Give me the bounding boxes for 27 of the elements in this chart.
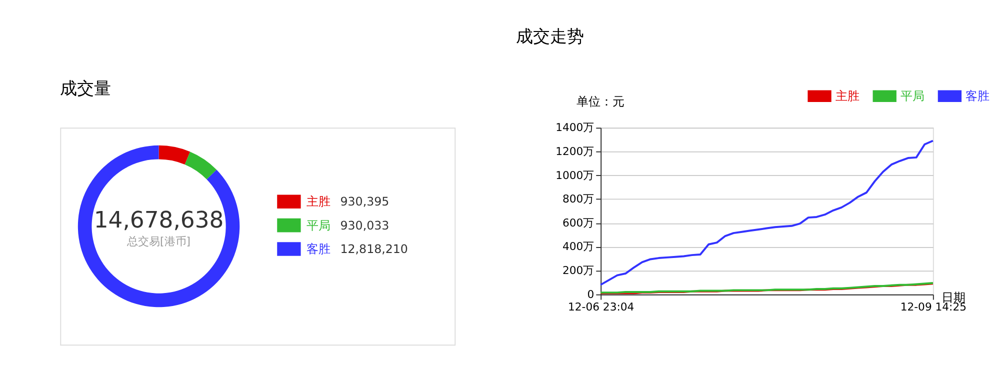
legend-label: 平局 [306,218,331,232]
y-tick-label: 200万 [562,264,594,277]
text: 总交易[港币] [126,235,191,248]
y-tick-label: 0 [587,288,594,301]
data-label: 930,033 [340,218,390,232]
data-label: 12,818,210 [340,242,408,256]
y-tick-label: 1200万 [556,144,594,158]
y-axis-title: 单位：元 [576,94,624,108]
data-label: 930,395 [340,194,390,209]
donut-slice [78,145,240,308]
legend-label: 平局 [900,89,924,104]
y-tick-label: 800万 [562,192,594,206]
y-tick-label: 1000万 [556,168,594,182]
legend-label: 主胜 [835,89,860,104]
x-tick-label: 12-06 23:04 [568,300,634,314]
donut-slice [184,152,217,180]
y-tick-label: 400万 [562,240,594,254]
legend-label: 客胜 [306,242,331,256]
line-series [600,140,934,286]
chart-title: 成交走势 [516,26,584,46]
donut-slice [158,145,190,164]
text: 14,678,638 [94,207,224,234]
chart-title: 成交量 [60,78,112,98]
y-tick-label: 600万 [562,216,594,230]
legend-label: 主胜 [306,194,331,209]
y-tick-label: 1400万 [556,121,594,134]
legend-label: 客胜 [965,89,990,104]
